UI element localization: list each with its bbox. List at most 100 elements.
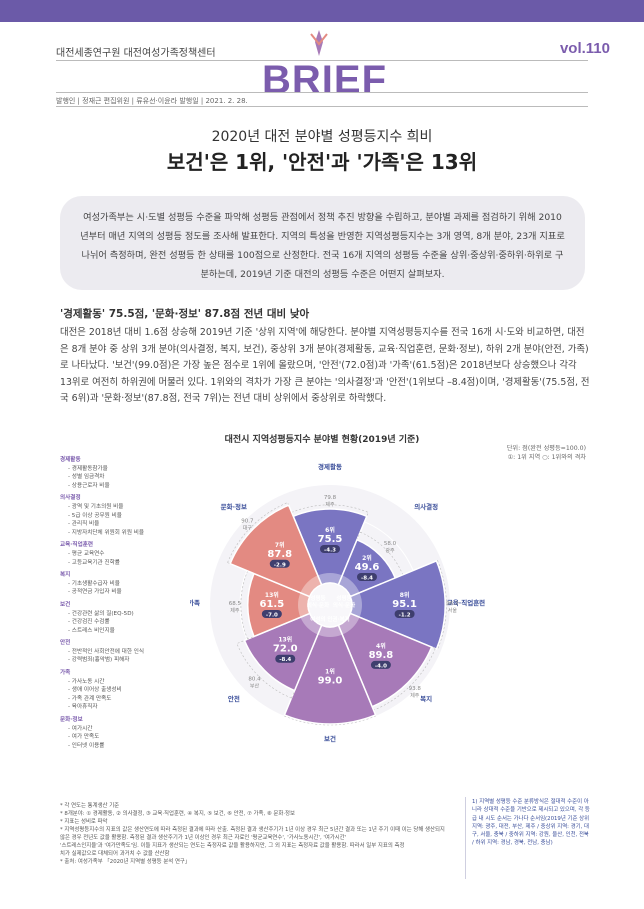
section-heading: '경제활동' 75.5점, '문화·정보' 87.8점 전년 대비 낮아: [60, 308, 310, 320]
value-label: 87.8: [267, 549, 292, 560]
footnote-line: * 출처: 여성가족부 「2020년 지역별 성평등 분석 연구」: [60, 859, 191, 865]
footnote-line: * 각 연도는 통계생산 기준: [60, 803, 120, 809]
legend-indicator: - 건강검진 수검률: [68, 619, 110, 626]
center-label-right-2: 의식·문화: [333, 601, 355, 609]
legend-category: 보건: [60, 601, 71, 608]
side-note-divider: [465, 797, 466, 879]
summary-box: 여성가족부는 시·도별 성평등 수준을 파악해 성평등 관점에서 정책 추진 방…: [60, 196, 585, 290]
top-score: 58.0: [384, 541, 397, 547]
gap-label: -4.3: [324, 548, 336, 554]
value-label: 99.0: [318, 676, 343, 687]
center-label-bottom: 여성의 인권·복지: [310, 615, 349, 623]
rank-label: 6위: [325, 526, 335, 534]
legend-indicator: - 5급 이상 공무원 비율: [68, 512, 122, 519]
category-name: 안전: [228, 694, 240, 703]
value-label: 61.5: [260, 599, 285, 610]
legend-category: 문화·정보: [60, 717, 83, 724]
top-score: 93.8: [409, 686, 422, 692]
top-region: 제주: [230, 607, 240, 614]
category-name: 가족: [190, 598, 200, 607]
category-name: 보건: [324, 734, 336, 743]
center-hub: [298, 573, 362, 637]
polar-area-chart: 6위75.5-4.3경제활동79.8제주2위49.6-8.4의사결정58.0광주…: [190, 462, 485, 743]
legend-category: 교육·직업훈련: [60, 542, 94, 549]
indicator-legend: 경제활동 - 경제활동참가율 - 성별 임금격차 - 상용근로자 비율 의사결정 - 광역…: [60, 452, 190, 750]
side-note: 1) 지역별 성평등 수준 분류방식은 절대적 수준이 아니라 상대적 수준을 …: [472, 799, 590, 847]
category-name: 경제활동: [318, 462, 342, 471]
category-wedge: [229, 504, 323, 598]
footnote-line: 치가 실제값으로 대체되어 과거치 수 값을 산산함: [60, 851, 170, 857]
value-label: 95.1: [392, 599, 417, 610]
top-region: 제주: [410, 692, 420, 699]
legend-indicator: - 지방자치단체 위원회 위원 비율: [68, 529, 145, 536]
footnote-line: * 지역성평등지수의 지표의 값은 생산연도에 따라 측정된 결과에 따라 산출…: [60, 827, 445, 841]
top-region-outline: [227, 502, 322, 597]
unit-note: 단위: 점(완전 성평등=100.0): [506, 445, 586, 452]
category-wedge: [337, 612, 433, 708]
footnote-line: * 지표는 성비로 파악: [60, 819, 108, 825]
center-label-right: 성평등: [336, 594, 351, 602]
brief-logo: BRIEF: [262, 58, 387, 102]
value-label: 49.6: [355, 562, 380, 573]
category-name: 복지: [420, 694, 432, 703]
top-region: 광주: [385, 547, 395, 554]
footnote-line: '스트레스인지율'과 '여가만족도'임. 이들 지표가 생산되는 연도는 측정자…: [60, 843, 405, 849]
headline-sub: 2020년 대전 분야별 성평등지수 희비: [211, 129, 433, 145]
gap-badge: [394, 610, 415, 618]
chart-unit-note: 단위: 점(완전 성평등=100.0) ①: 1위 지역 ○: 1위와의 격차: [507, 444, 586, 462]
legend-indicator: - 상용근로자 비율: [68, 482, 110, 489]
top-region: 대구: [243, 524, 253, 531]
value-label: 89.8: [369, 650, 394, 661]
section-body: 대전은 2018년 대비 1.6점 상승해 2019년 기준 '상위 지역'에 …: [60, 327, 590, 404]
legend-category: 의사결정: [60, 495, 81, 502]
legend-indicator: - 가족 관계 만족도: [68, 695, 112, 702]
legend-indicator: - 생애 이어상 출생성비: [68, 687, 122, 694]
legend-indicator: - 강력범죄(흉악범) 피해자: [68, 657, 130, 664]
legend-indicator: - 관리직 비율: [68, 521, 100, 528]
legend-indicator: - 인터넷 이용률: [68, 742, 105, 749]
rank-label: 7위: [275, 541, 285, 549]
top-region: 제주: [325, 501, 335, 508]
category-name: 문화·정보: [221, 502, 247, 511]
volume-number: vol.110: [559, 40, 610, 57]
top-region: 서울: [448, 607, 458, 614]
category-name: 교육·직업훈련: [447, 598, 485, 607]
rank-label: 13위: [278, 636, 292, 644]
top-bar: [0, 0, 644, 22]
legend-indicator: - 기초생활수급자 비율: [68, 580, 120, 587]
legend-category: 안전: [60, 640, 71, 647]
top-score: 96.3: [446, 601, 459, 607]
category-wedge: [349, 559, 446, 651]
legend-indicator: - 육아휴직자: [68, 704, 98, 711]
gap-label: -1.2: [399, 613, 411, 619]
center-label-left-2: 의식·문화: [307, 601, 329, 609]
gap-label: -7.0: [266, 613, 278, 619]
gap-badge: [356, 573, 377, 582]
top-score: 68.5: [229, 601, 242, 607]
top-score: 80.4: [248, 677, 261, 683]
legend-indicator: - 경제활동참가율: [68, 465, 108, 472]
legend-indicator: - 공적연금 가입자 비율: [68, 589, 122, 596]
rank-label: 2위: [362, 554, 372, 562]
headline-main: 보건'은 1위, '안전'과 '가족'은 13위: [166, 150, 478, 174]
legend-indicator: - 성별 임금격차: [68, 474, 105, 481]
top-region-outline: [283, 624, 377, 726]
rank-label: 4위: [376, 642, 386, 650]
rank-note: ①: 1위 지역 ○: 1위와의 격차: [507, 454, 586, 461]
rank-label: 8위: [400, 591, 410, 599]
legend-indicator: - 전반적인 사회안전에 대한 인식: [68, 648, 145, 655]
gap-badge: [370, 660, 391, 669]
category-wedge: [283, 624, 377, 725]
gap-label: -8.4: [279, 657, 291, 663]
top-region: 부산: [250, 683, 260, 690]
legend-category: 가족: [60, 670, 71, 677]
value-label: 72.0: [273, 644, 298, 655]
rank-label: 1위: [325, 668, 335, 676]
rank-label: 13위: [265, 591, 279, 599]
legend-indicator: - 스트레스 비인지율: [68, 627, 115, 634]
footnote-line: * 8개분야: ① 경제활동, ② 의사결정, ③ 교육·직업훈련, ④ 복지,…: [60, 811, 295, 817]
gap-badge: [320, 545, 340, 554]
meta-rule-bottom: [56, 106, 588, 107]
legend-category: 복지: [60, 572, 71, 579]
center-label-left: 성평등: [310, 594, 325, 602]
